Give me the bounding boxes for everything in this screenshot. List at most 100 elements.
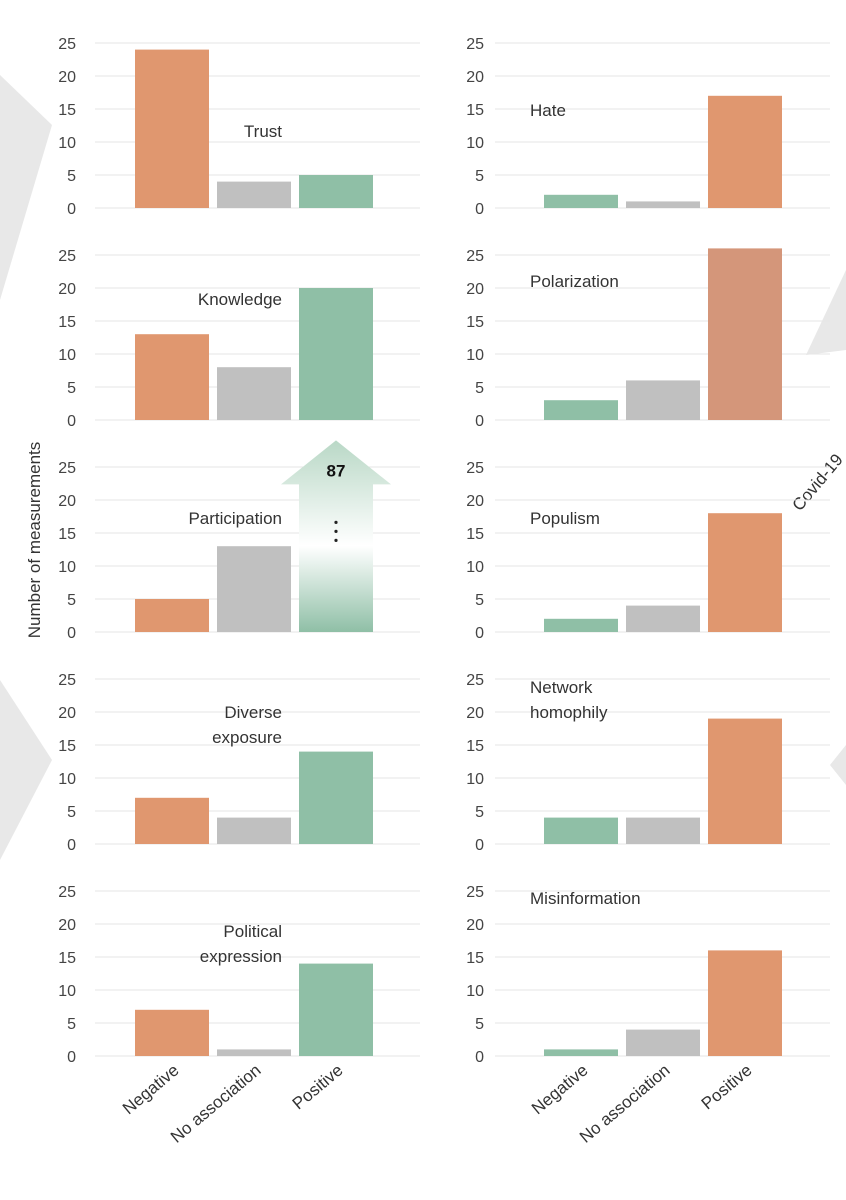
y-tick-label: 0 <box>67 625 76 642</box>
background-shape <box>830 745 846 785</box>
y-tick-label: 15 <box>466 950 484 967</box>
bar <box>708 718 782 844</box>
y-tick-label: 20 <box>466 705 484 722</box>
bar <box>544 194 618 208</box>
y-tick-label: 20 <box>58 705 76 722</box>
y-tick-label: 20 <box>58 69 76 86</box>
bar <box>135 334 209 420</box>
y-tick-label: 10 <box>58 771 76 788</box>
panel-title: Diverse <box>224 703 282 722</box>
y-tick-label: 20 <box>466 917 484 934</box>
x-tick-label: Positive <box>698 1061 756 1114</box>
x-tick-label: Negative <box>528 1061 592 1119</box>
y-tick-label: 25 <box>466 884 484 901</box>
panel-title: expression <box>200 947 282 966</box>
y-tick-label: 15 <box>58 314 76 331</box>
bar <box>217 1049 291 1056</box>
background-shape <box>0 680 52 860</box>
y-tick-label: 15 <box>58 950 76 967</box>
bar <box>135 599 209 632</box>
y-tick-label: 0 <box>475 1049 484 1066</box>
panel-title: Knowledge <box>198 290 282 309</box>
y-tick-label: 15 <box>466 526 484 543</box>
y-tick-label: 0 <box>475 625 484 642</box>
bar <box>626 1029 700 1056</box>
ellipsis-dot <box>334 520 338 525</box>
y-tick-label: 25 <box>58 36 76 53</box>
x-tick-label: No association <box>167 1061 265 1147</box>
y-tick-label: 10 <box>58 559 76 576</box>
y-tick-label: 5 <box>475 1016 484 1033</box>
y-tick-label: 5 <box>475 380 484 397</box>
bar <box>135 1009 209 1056</box>
y-tick-label: 0 <box>475 413 484 430</box>
panel-title: exposure <box>212 728 282 747</box>
bar <box>135 797 209 844</box>
y-tick-label: 15 <box>466 102 484 119</box>
bar <box>135 49 209 208</box>
y-tick-label: 20 <box>58 493 76 510</box>
y-tick-label: 10 <box>466 771 484 788</box>
y-tick-label: 5 <box>67 804 76 821</box>
panel-title: Participation <box>188 509 282 528</box>
x-tick-label: Negative <box>119 1061 183 1119</box>
y-tick-label: 15 <box>58 738 76 755</box>
y-tick-label: 25 <box>466 460 484 477</box>
value-label: 87 <box>327 461 346 480</box>
y-tick-label: 15 <box>58 526 76 543</box>
bar <box>626 605 700 632</box>
bar <box>626 817 700 844</box>
panel-title: Network <box>530 678 593 697</box>
y-tick-label: 20 <box>58 281 76 298</box>
y-tick-label: 25 <box>466 36 484 53</box>
y-tick-label: 10 <box>466 983 484 1000</box>
y-tick-label: 20 <box>466 281 484 298</box>
y-tick-label: 10 <box>466 347 484 364</box>
bar <box>299 175 373 208</box>
panel-title: Polarization <box>530 272 619 291</box>
bar <box>708 950 782 1056</box>
ellipsis-dot <box>334 538 338 543</box>
y-tick-label: 20 <box>466 493 484 510</box>
y-tick-label: 5 <box>475 592 484 609</box>
y-tick-label: 25 <box>58 460 76 477</box>
y-tick-label: 25 <box>58 248 76 265</box>
bar <box>217 546 291 632</box>
y-tick-label: 25 <box>466 248 484 265</box>
y-tick-label: 5 <box>67 380 76 397</box>
bar <box>626 201 700 208</box>
y-tick-label: 20 <box>58 917 76 934</box>
y-tick-label: 5 <box>67 592 76 609</box>
arrow-bar <box>281 440 391 632</box>
y-tick-label: 10 <box>58 983 76 1000</box>
y-tick-label: 10 <box>58 135 76 152</box>
x-tick-label: Positive <box>289 1061 347 1114</box>
bar <box>299 288 373 420</box>
bar <box>544 400 618 420</box>
bar <box>299 963 373 1056</box>
bar <box>544 1049 618 1056</box>
panel-title: Trust <box>244 122 282 141</box>
y-tick-label: 15 <box>466 738 484 755</box>
bar <box>299 751 373 844</box>
y-tick-label: 5 <box>67 1016 76 1033</box>
y-tick-label: 0 <box>475 837 484 854</box>
y-tick-label: 0 <box>67 201 76 218</box>
x-tick-label: No association <box>576 1061 674 1147</box>
y-tick-label: 0 <box>475 201 484 218</box>
y-tick-label: 5 <box>67 168 76 185</box>
y-tick-label: 25 <box>58 884 76 901</box>
y-tick-label: 20 <box>466 69 484 86</box>
y-tick-label: 15 <box>58 102 76 119</box>
y-tick-label: 10 <box>466 135 484 152</box>
bar <box>708 248 782 420</box>
bar <box>708 513 782 632</box>
background-shape <box>0 75 52 300</box>
y-tick-label: 0 <box>67 837 76 854</box>
y-tick-label: 0 <box>67 1049 76 1066</box>
y-tick-label: 10 <box>58 347 76 364</box>
y-tick-label: 25 <box>58 672 76 689</box>
background-shape <box>806 270 846 355</box>
y-axis-label: Number of measurements <box>25 442 44 639</box>
panel-title: Hate <box>530 101 566 120</box>
